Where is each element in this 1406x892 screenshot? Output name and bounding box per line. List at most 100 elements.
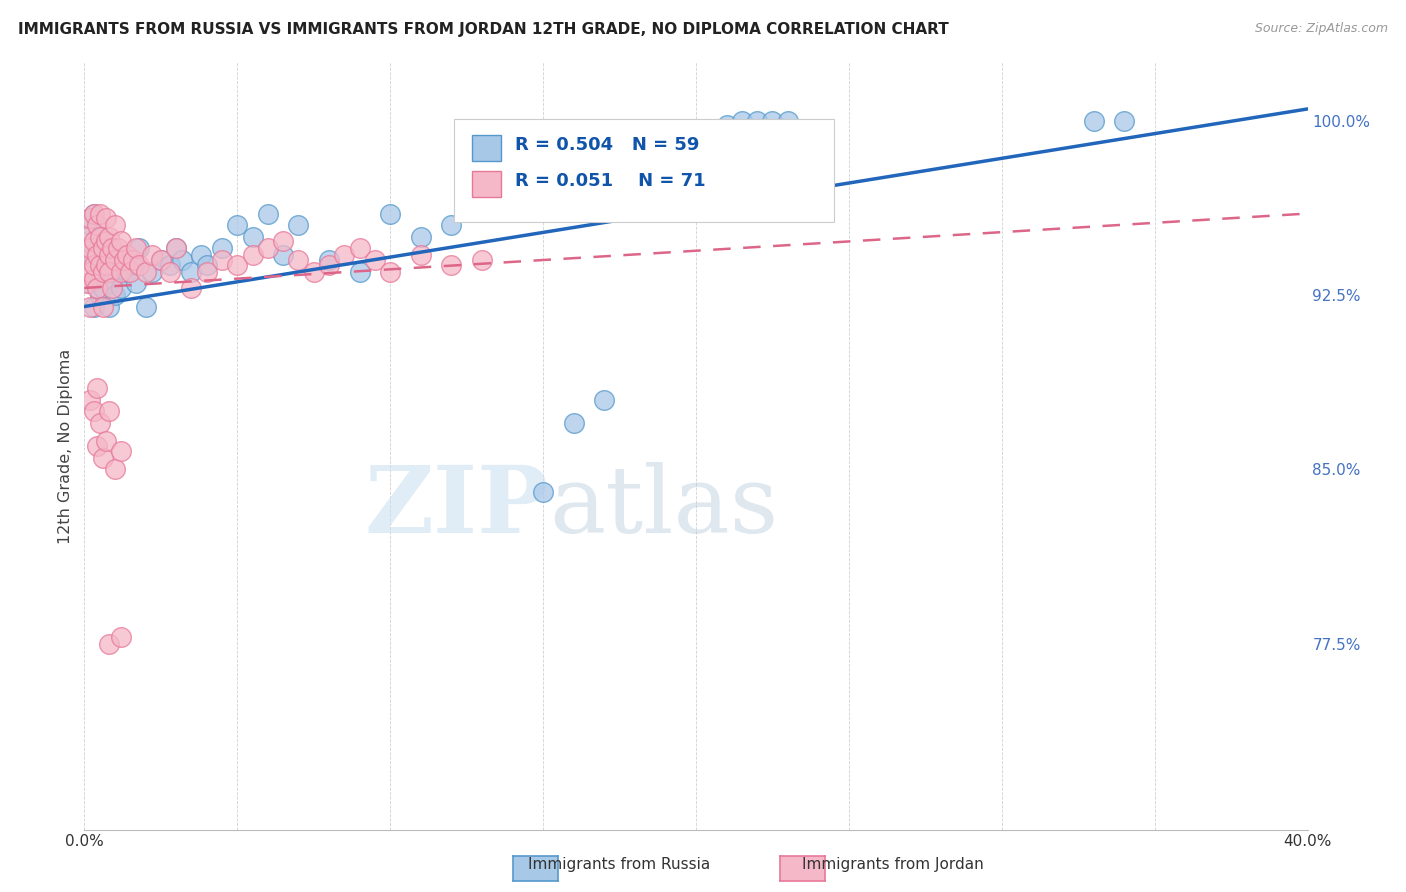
Point — [89, 416, 111, 430]
Point — [211, 253, 233, 268]
Point — [104, 288, 127, 302]
Point — [76, 253, 98, 268]
Point — [91, 450, 114, 465]
Text: R = 0.051    N = 71: R = 0.051 N = 71 — [515, 172, 706, 190]
Point — [107, 265, 129, 279]
Point — [141, 248, 163, 262]
Point — [86, 218, 108, 232]
Text: Immigrants from Russia: Immigrants from Russia — [527, 857, 710, 872]
Point — [101, 281, 124, 295]
Point — [79, 392, 101, 407]
Point — [120, 265, 142, 279]
Point — [776, 113, 799, 128]
Point — [125, 277, 148, 291]
Point — [257, 206, 280, 220]
Point — [747, 113, 769, 128]
Point — [83, 253, 105, 268]
Point — [86, 381, 108, 395]
Point — [97, 248, 120, 262]
Point — [165, 241, 187, 255]
Point — [76, 229, 98, 244]
Y-axis label: 12th Grade, No Diploma: 12th Grade, No Diploma — [58, 349, 73, 543]
Point — [97, 404, 120, 418]
FancyBboxPatch shape — [472, 171, 502, 197]
Point — [89, 206, 111, 220]
Point — [86, 229, 108, 244]
Point — [97, 637, 120, 651]
Text: IMMIGRANTS FROM RUSSIA VS IMMIGRANTS FROM JORDAN 12TH GRADE, NO DIPLOMA CORRELAT: IMMIGRANTS FROM RUSSIA VS IMMIGRANTS FRO… — [18, 22, 949, 37]
Point — [91, 241, 114, 255]
Point — [159, 265, 181, 279]
Point — [211, 241, 233, 255]
Point — [149, 253, 172, 268]
Point — [159, 258, 181, 272]
Point — [128, 258, 150, 272]
Point — [83, 258, 105, 272]
Point — [1114, 113, 1136, 128]
Point — [104, 218, 127, 232]
Point — [79, 277, 101, 291]
Point — [94, 258, 117, 272]
Point — [440, 258, 463, 272]
Point — [302, 265, 325, 279]
Point — [180, 281, 202, 295]
Point — [83, 206, 105, 220]
Point — [83, 404, 105, 418]
Point — [165, 241, 187, 255]
Text: R = 0.504   N = 59: R = 0.504 N = 59 — [515, 136, 699, 153]
Point — [685, 136, 707, 151]
Point — [91, 300, 114, 314]
Point — [101, 277, 124, 291]
Point — [122, 258, 145, 272]
Point — [287, 218, 309, 232]
Point — [242, 229, 264, 244]
Point — [94, 241, 117, 255]
Point — [115, 265, 138, 279]
Point — [89, 229, 111, 244]
Point — [195, 265, 218, 279]
Point — [79, 211, 101, 226]
Point — [471, 194, 494, 209]
Point — [112, 248, 135, 262]
Point — [716, 118, 738, 132]
Point — [110, 281, 132, 295]
Point — [731, 113, 754, 128]
Point — [190, 248, 212, 262]
Point — [115, 248, 138, 262]
Point — [110, 630, 132, 644]
Point — [94, 211, 117, 226]
Point — [97, 229, 120, 244]
Point — [120, 253, 142, 268]
Point — [83, 206, 105, 220]
Point — [83, 235, 105, 249]
Point — [110, 265, 132, 279]
Point — [271, 235, 294, 249]
Point — [593, 392, 616, 407]
Point — [91, 281, 114, 295]
Point — [89, 265, 111, 279]
Point — [76, 277, 98, 291]
Text: atlas: atlas — [550, 462, 779, 552]
Point — [128, 241, 150, 255]
Point — [135, 265, 157, 279]
Point — [97, 258, 120, 272]
Point — [149, 253, 172, 268]
Point — [86, 281, 108, 295]
Point — [226, 258, 249, 272]
Point — [380, 265, 402, 279]
Point — [1083, 113, 1105, 128]
Point — [107, 241, 129, 255]
Point — [409, 229, 432, 244]
Text: Source: ZipAtlas.com: Source: ZipAtlas.com — [1254, 22, 1388, 36]
Point — [79, 300, 101, 314]
Point — [562, 416, 585, 430]
Point — [79, 265, 101, 279]
Point — [125, 241, 148, 255]
Point — [91, 265, 114, 279]
Point — [380, 206, 402, 220]
Point — [97, 265, 120, 279]
Point — [104, 462, 127, 476]
Point — [122, 253, 145, 268]
Point — [318, 258, 340, 272]
Point — [364, 253, 387, 268]
